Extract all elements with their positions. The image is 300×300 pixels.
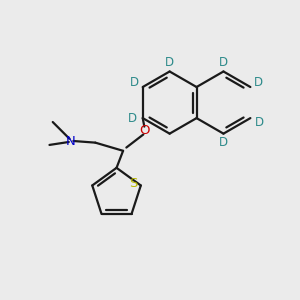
Text: D: D xyxy=(165,56,174,69)
Text: S: S xyxy=(129,177,138,190)
Text: D: D xyxy=(130,76,139,89)
Text: D: D xyxy=(219,56,228,69)
Text: N: N xyxy=(66,134,76,148)
Text: D: D xyxy=(254,76,263,89)
Text: D: D xyxy=(255,116,264,129)
Text: D: D xyxy=(219,136,228,149)
Text: O: O xyxy=(139,124,150,137)
Text: D: D xyxy=(128,112,137,124)
